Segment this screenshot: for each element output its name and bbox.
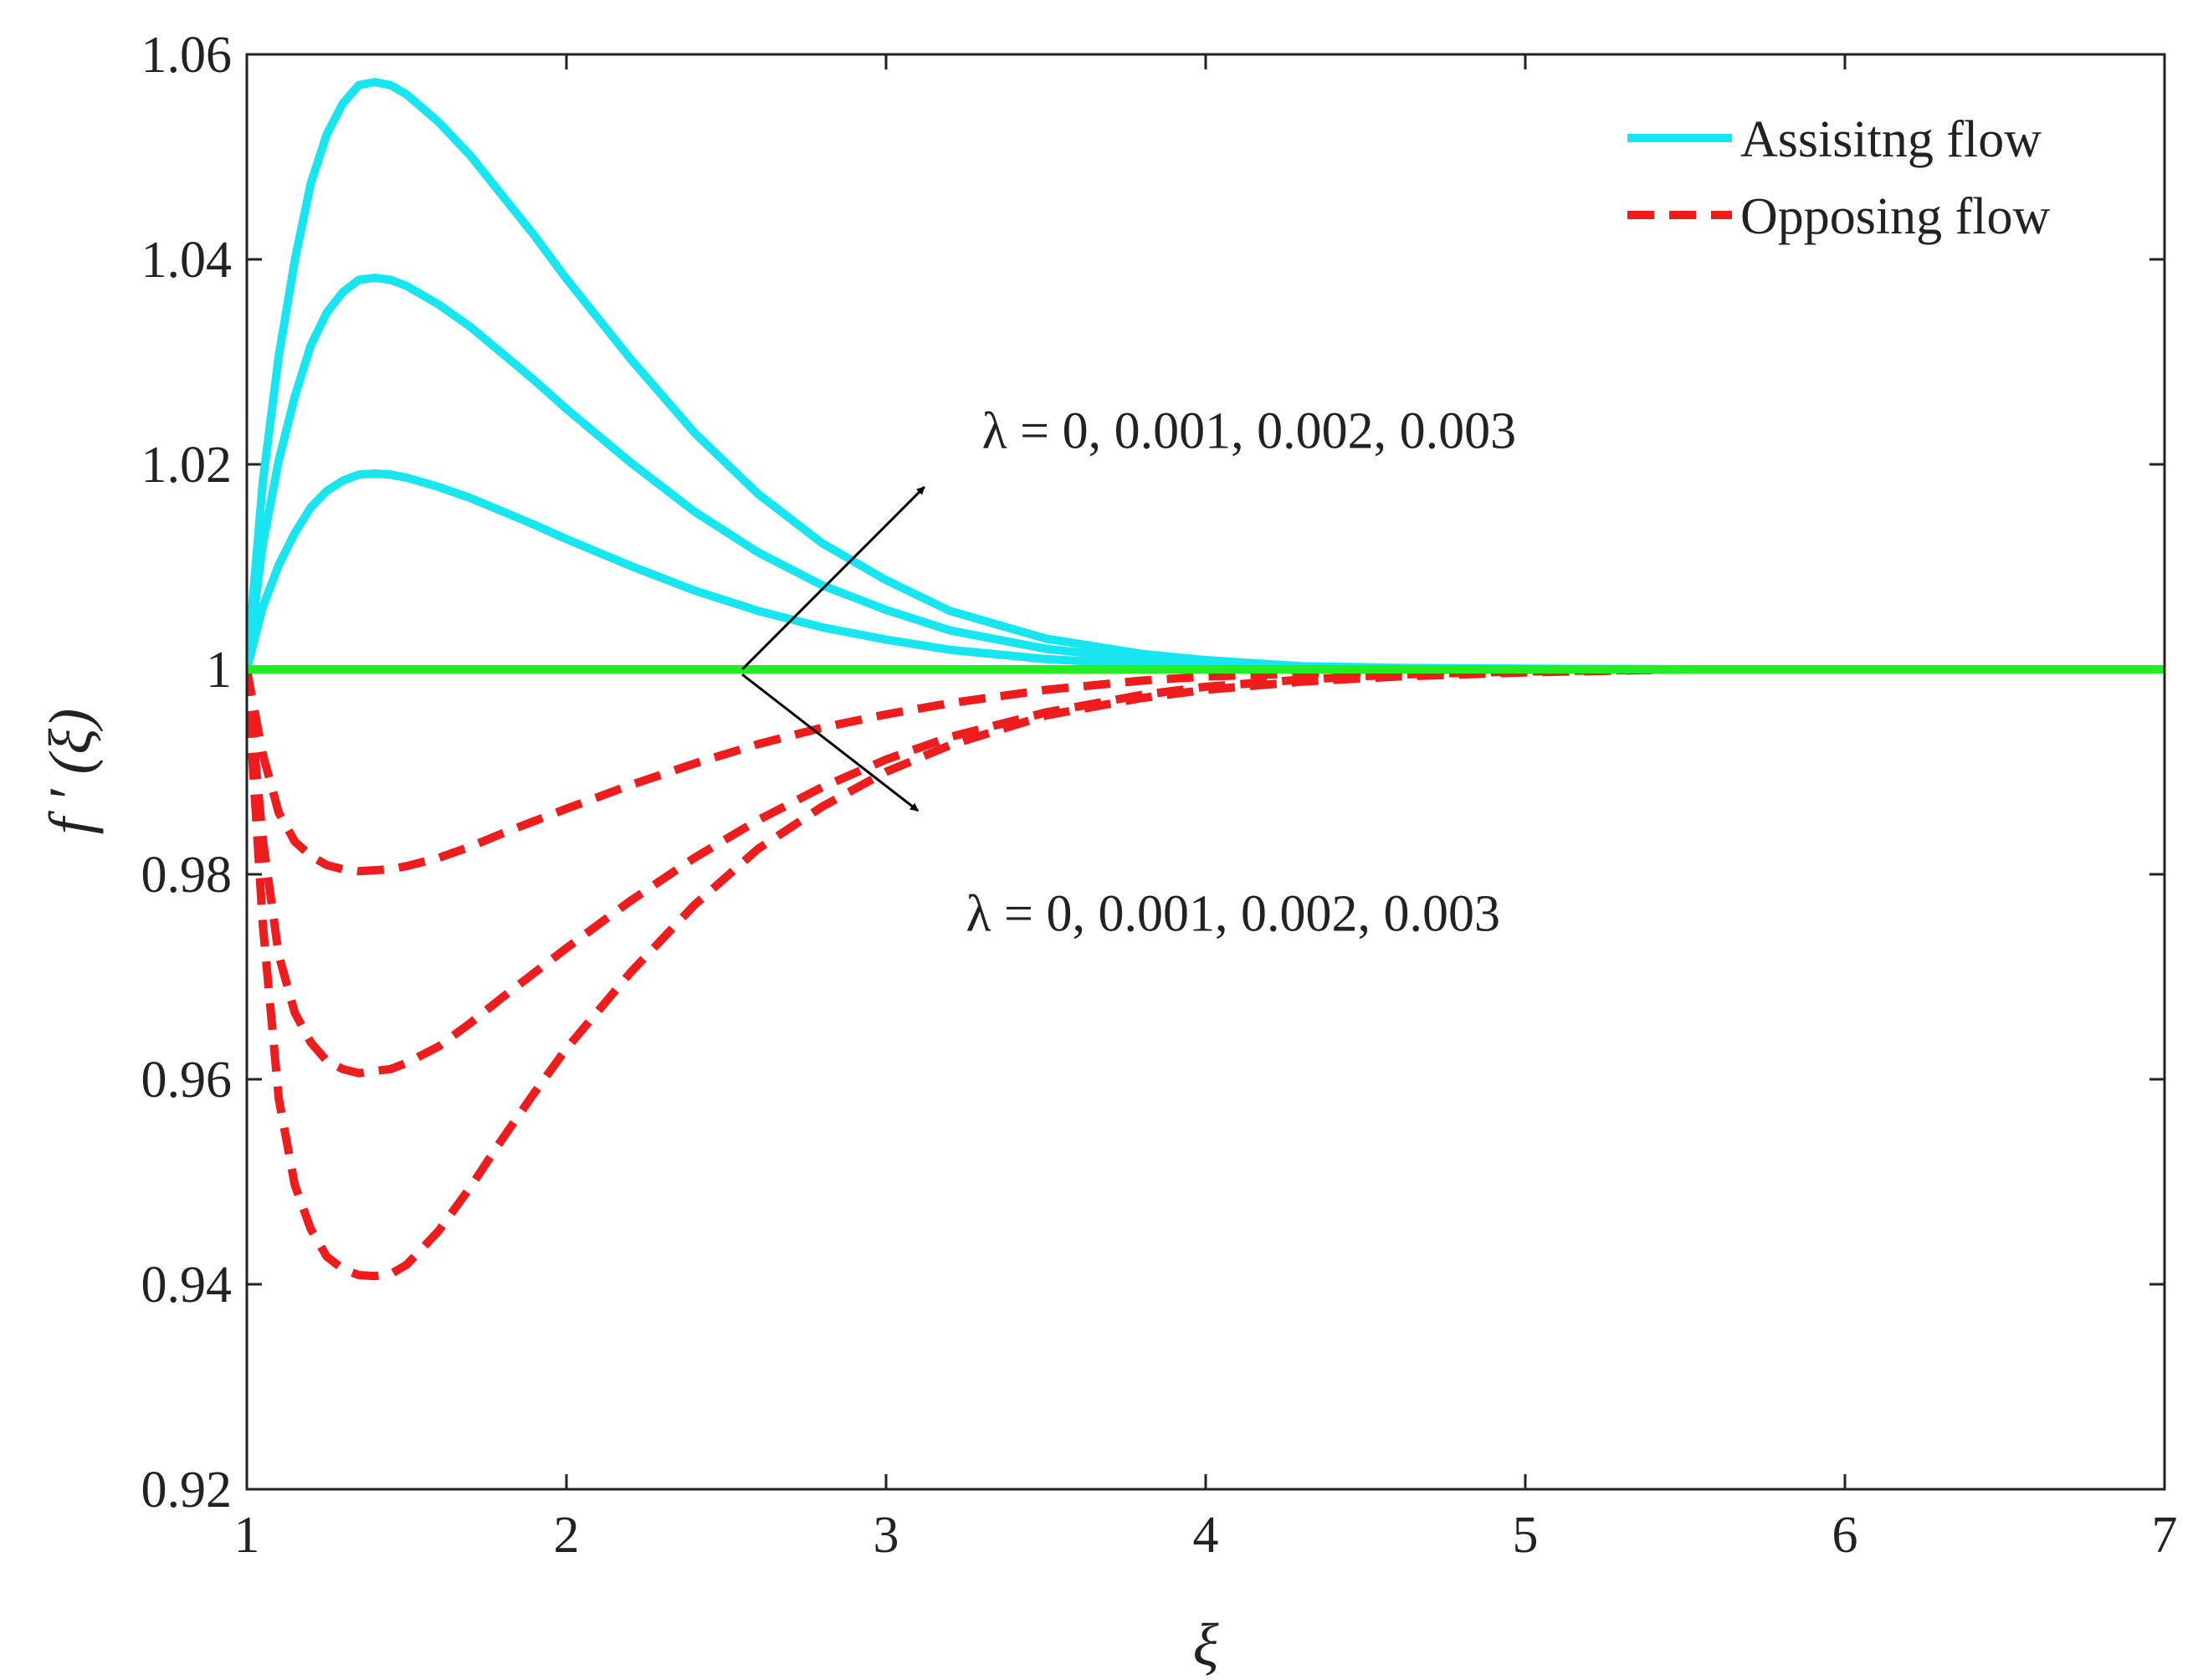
x-tick-label: 6 — [1832, 1507, 1858, 1564]
y-tick-label: 0.98 — [141, 847, 233, 904]
y-axis-title: f ′ (ξ) — [37, 709, 104, 835]
plot-background — [247, 54, 2165, 1489]
y-tick-label: 0.96 — [141, 1052, 233, 1109]
legend: Assisitng flow Opposing flow — [1627, 111, 2051, 245]
legend-label-opposing: Opposing flow — [1740, 188, 2051, 245]
legend-label-assisting: Assisitng flow — [1740, 111, 2042, 168]
annotation-label-assisting: λ = 0, 0.001, 0.002, 0.003 — [982, 402, 1517, 459]
annotation-layer: λ = 0, 0.001, 0.002, 0.003 λ = 0, 0.001,… — [741, 402, 1517, 942]
x-tick-label: 7 — [2152, 1507, 2178, 1564]
y-tick-label: 0.94 — [141, 1257, 233, 1314]
y-tick-label: 1.06 — [141, 27, 233, 84]
x-tick-label: 2 — [554, 1507, 580, 1564]
x-tick-label: 3 — [874, 1507, 899, 1564]
y-tick-label: 1.02 — [141, 437, 233, 494]
y-tick-label: 1.04 — [141, 232, 233, 289]
annotation-arrow-assisting — [741, 485, 925, 671]
x-tick-label: 1 — [234, 1507, 260, 1564]
annotation-label-opposing: λ = 0, 0.001, 0.002, 0.003 — [966, 885, 1501, 942]
plot-frame — [245, 53, 2166, 1491]
y-tick-label: 0.92 — [141, 1462, 233, 1519]
series-layer — [247, 78, 2165, 1281]
y-axis: 0.92 0.94 0.96 0.98 1 1.02 1.04 1.06 — [141, 27, 2165, 1519]
x-axis-title: ξ — [1193, 1611, 1219, 1678]
x-tick-label: 4 — [1193, 1507, 1219, 1564]
annotation-arrow-opposing — [741, 673, 920, 812]
series-line-opposing-6 — [247, 665, 2165, 1281]
y-tick-label: 1 — [206, 642, 232, 699]
x-axis: 1 2 3 4 5 6 7 — [234, 54, 2178, 1564]
x-tick-label: 5 — [1513, 1507, 1539, 1564]
